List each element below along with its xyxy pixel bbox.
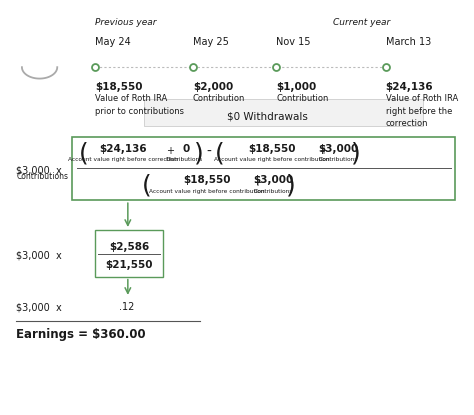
Bar <box>95 230 163 277</box>
Bar <box>144 98 423 126</box>
Text: Distributions: Distributions <box>165 157 202 162</box>
Text: .12: .12 <box>118 302 134 312</box>
Text: ): ) <box>194 142 204 166</box>
Text: correction: correction <box>386 119 428 128</box>
Text: Account value right before contribution: Account value right before contribution <box>214 157 329 162</box>
Bar <box>72 137 456 200</box>
Text: March 13: March 13 <box>386 37 431 47</box>
Text: May 24: May 24 <box>95 37 131 47</box>
Text: Contributions: Contributions <box>254 189 293 194</box>
Text: Previous year: Previous year <box>95 17 157 27</box>
Text: (: ( <box>215 142 225 166</box>
Text: Value of Roth IRA: Value of Roth IRA <box>95 95 168 103</box>
Text: $3,000: $3,000 <box>253 175 293 185</box>
Text: (: ( <box>79 142 89 166</box>
Text: +: + <box>253 178 261 188</box>
Text: $3,000: $3,000 <box>318 144 358 154</box>
Text: $3,000  x: $3,000 x <box>16 251 62 261</box>
Text: Current year: Current year <box>333 17 390 27</box>
Text: +: + <box>165 146 173 156</box>
Text: $3,000  x: $3,000 x <box>16 166 62 176</box>
Text: Nov 15: Nov 15 <box>276 37 311 47</box>
Text: Contributions: Contributions <box>16 173 68 181</box>
Text: Contribution: Contribution <box>276 95 329 103</box>
Text: Contribution: Contribution <box>193 95 245 103</box>
Text: Earnings = $360.00: Earnings = $360.00 <box>16 328 146 341</box>
Text: -: - <box>207 145 211 159</box>
Text: Contributions: Contributions <box>319 157 358 162</box>
Text: Account value right before correction: Account value right before correction <box>68 157 178 162</box>
Text: May 25: May 25 <box>193 37 229 47</box>
Text: $2,586: $2,586 <box>109 242 149 251</box>
Text: $18,550: $18,550 <box>248 144 296 154</box>
Text: Value of Roth IRA: Value of Roth IRA <box>386 95 458 103</box>
Text: 0: 0 <box>182 144 190 154</box>
Text: $18,550: $18,550 <box>183 175 230 185</box>
Text: Account value right before contribution: Account value right before contribution <box>149 189 264 194</box>
Text: (: ( <box>142 173 151 197</box>
Text: $3,000  x: $3,000 x <box>16 302 62 312</box>
Text: $18,550: $18,550 <box>95 82 143 92</box>
Text: $2,000: $2,000 <box>193 82 233 92</box>
Text: +: + <box>319 146 327 156</box>
Text: ): ) <box>351 142 360 166</box>
Text: ): ) <box>286 173 296 197</box>
Text: $24,136: $24,136 <box>386 82 433 92</box>
Text: $1,000: $1,000 <box>276 82 317 92</box>
Text: $0 Withdrawals: $0 Withdrawals <box>227 112 308 122</box>
Text: $24,136: $24,136 <box>100 144 147 154</box>
Text: prior to contributions: prior to contributions <box>95 107 184 116</box>
Text: $21,550: $21,550 <box>105 260 153 270</box>
Text: right before the: right before the <box>386 107 452 116</box>
